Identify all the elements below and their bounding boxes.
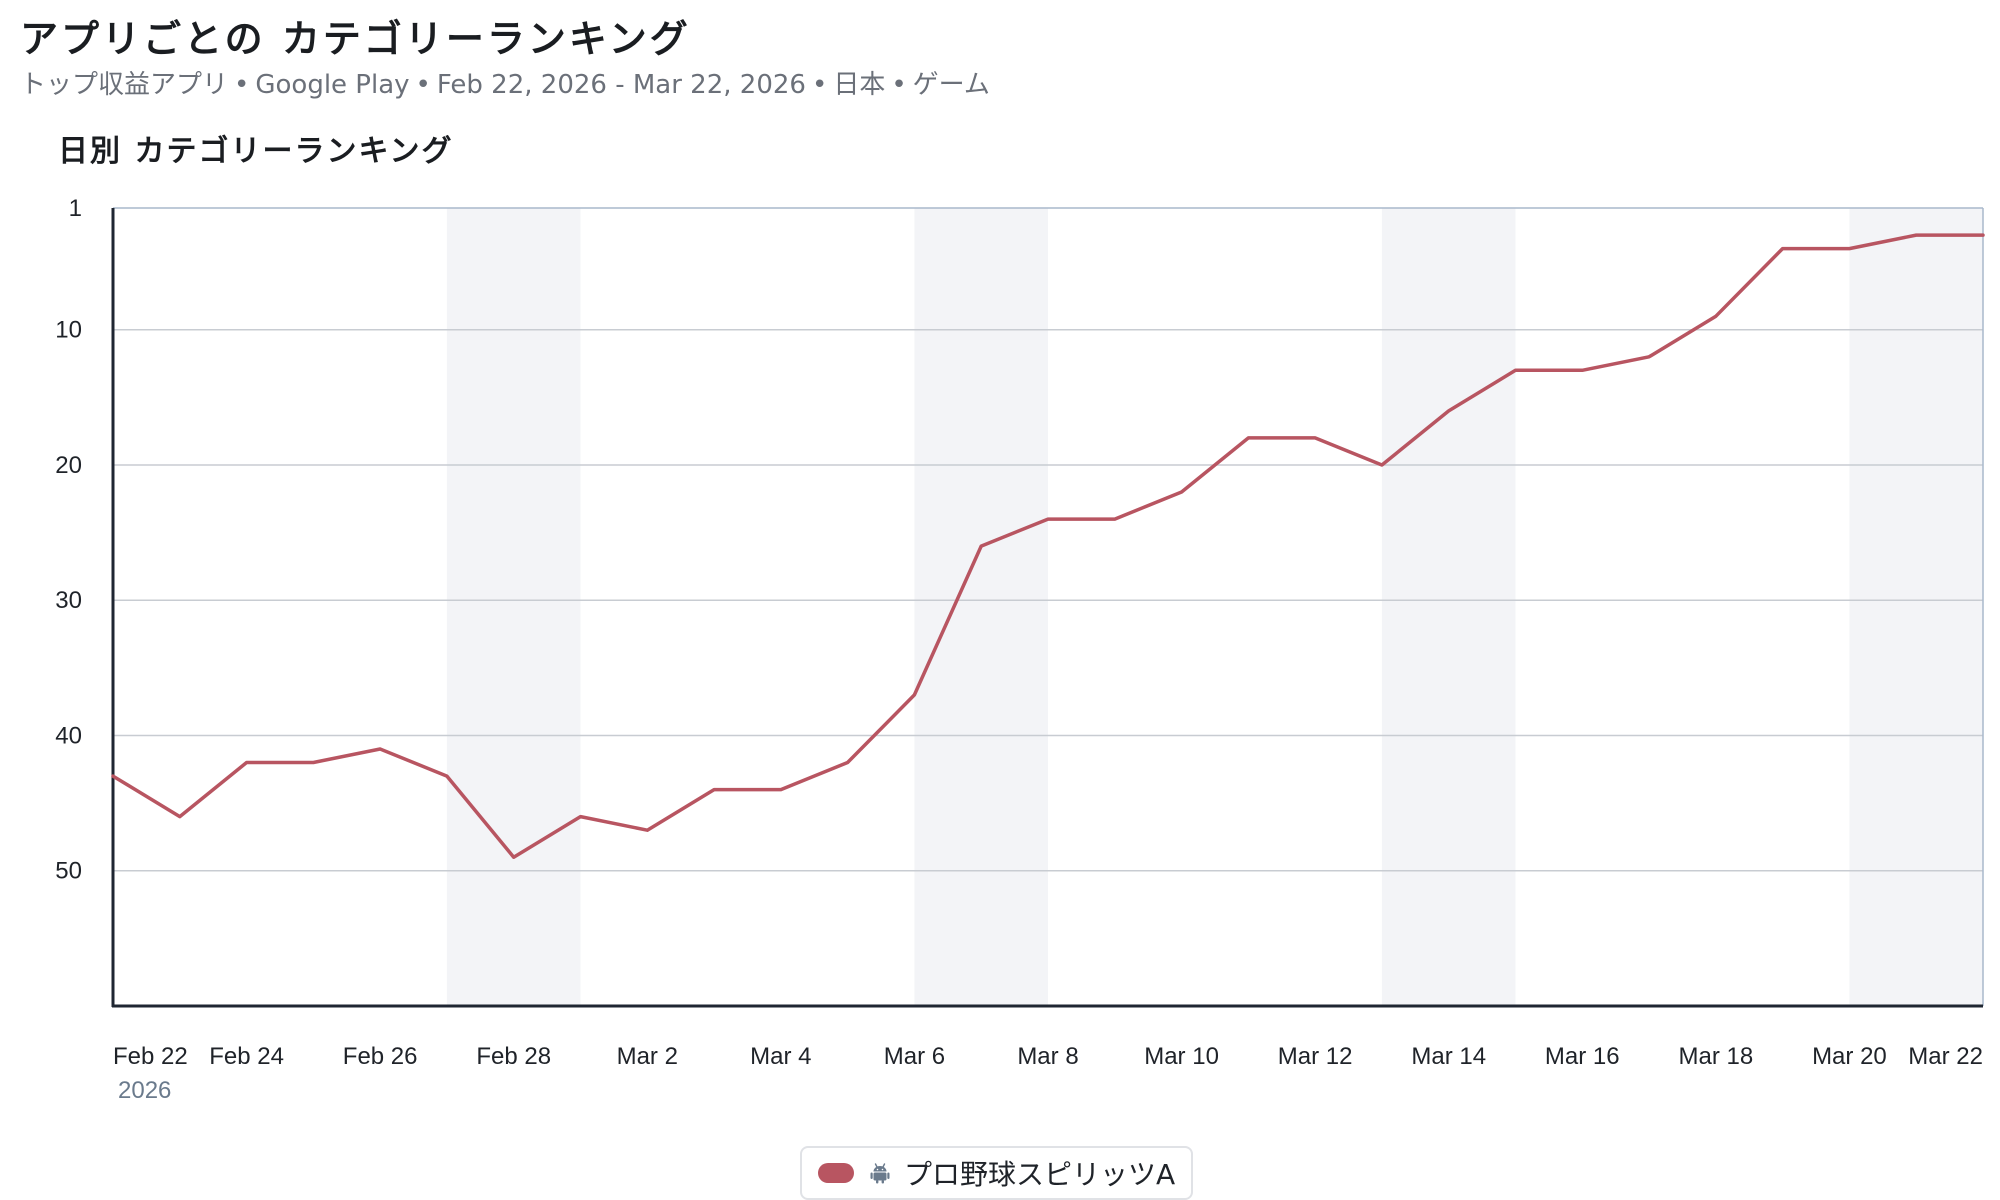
android-icon [868,1161,892,1185]
subtitle-country: 日本 [833,70,886,100]
data-point [378,747,382,751]
data-point [645,828,649,832]
data-point [1380,463,1384,467]
chart-title: 日別 カテゴリーランキング [58,134,454,169]
data-point [1647,355,1651,359]
x-tick-label: Mar 8 [1017,1043,1078,1070]
subtitle-separator: • [811,70,828,100]
x-tick-label: Mar 18 [1679,1043,1754,1070]
data-point [178,815,182,819]
x-tick-label: Feb 24 [209,1043,284,1070]
x-tick-label: Mar 10 [1144,1043,1219,1070]
weekend-band [446,208,581,1006]
data-point [846,761,850,765]
data-point [1113,517,1117,521]
subtitle: トップ収益アプリ • Google Play • Feb 22, 2026 - Mar … [20,64,990,101]
series-layer [111,233,1985,859]
x-tick-label: Mar 6 [884,1043,945,1070]
x-axis-ticks: Feb 22 Feb 24 Feb 26 Feb 28 Mar 2 Mar 4 Mar 6 M… [113,1043,1983,1104]
rank-line-chart: 1 10 20 30 40 50 Feb 22 Feb 24 Feb 26 Feb 28 Mar … [55,195,1985,1104]
data-point [1914,233,1918,237]
weekend-band [914,208,1048,1006]
data-point [1313,436,1317,440]
data-point [445,774,449,778]
data-point [1714,314,1718,318]
subtitle-separator: • [891,70,907,100]
y-axis-ticks: 1 10 20 30 40 50 [55,195,82,885]
y-tick-label: 1 [69,195,82,222]
series-line [111,233,1985,859]
y-tick-label: 30 [55,587,82,614]
data-point [779,788,783,792]
data-point [311,761,315,765]
x-year-label: 2026 [118,1077,171,1104]
x-tick-label: Mar 4 [750,1043,811,1070]
subtitle-date-range: Feb 22, 2026 - Mar 22, 2026 [436,70,806,100]
x-tick-label: Feb 26 [343,1043,418,1070]
subtitle-separator: • [234,70,250,100]
data-point [1046,517,1050,521]
x-tick-label: Mar 22 [1908,1043,1983,1070]
plot-frame [111,207,1984,1008]
legend-swatch [818,1163,854,1183]
x-tick-label: Mar 14 [1411,1043,1486,1070]
data-point [579,815,583,819]
data-point [1447,409,1451,413]
y-tick-label: 40 [55,722,82,749]
data-point [111,774,115,778]
data-point [712,788,716,792]
data-point [1781,247,1785,251]
x-tick-label: Feb 22 [113,1043,188,1070]
data-point [1180,490,1184,494]
subtitle-category: ゲーム [912,70,990,100]
x-tick-label: Mar 2 [617,1043,678,1070]
subtitle-separator: • [415,70,431,100]
y-tick-label: 10 [55,317,82,344]
y-tick-label: 20 [55,452,82,479]
y-tick-label: 50 [55,858,82,885]
subtitle-store: Google Play [255,70,410,100]
data-point [1246,436,1250,440]
x-tick-label: Mar 12 [1278,1043,1353,1070]
weekend-bands [446,208,1983,1006]
x-tick-label: Feb 28 [476,1043,551,1070]
x-tick-label: Mar 16 [1545,1043,1620,1070]
subtitle-metric: トップ収益アプリ [20,70,229,100]
data-point [1580,368,1584,372]
x-tick-label: Mar 20 [1812,1043,1887,1070]
data-point [912,693,916,697]
data-point [1847,247,1851,251]
data-point [1981,233,1985,237]
page-title: アプリごとの カテゴリーランキング [20,17,691,61]
grid-lines [113,328,1983,872]
data-point [512,855,516,859]
data-point [979,544,983,548]
weekend-band [1381,208,1516,1006]
data-point [245,761,249,765]
legend-item[interactable]: プロ野球スピリッツA [800,1146,1194,1200]
weekend-band [1849,208,1983,1006]
legend-label: プロ野球スピリッツA [904,1158,1176,1191]
data-point [1514,368,1518,372]
